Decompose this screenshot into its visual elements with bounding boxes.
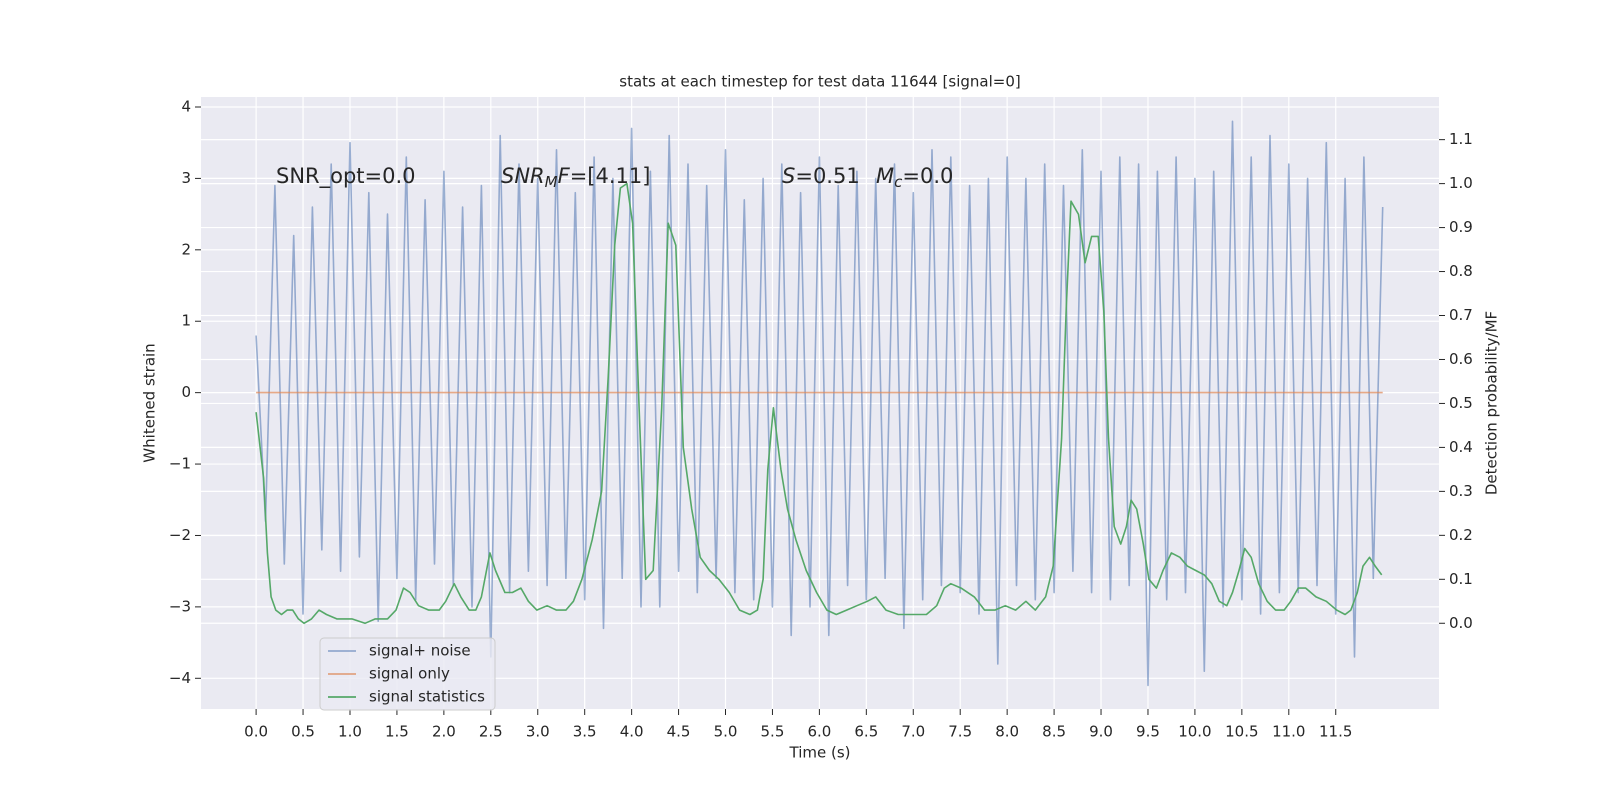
y2-tick-label: 0.3 [1449,482,1473,500]
y-tick-label: 3 [181,169,191,187]
y2-tick-label: 0.6 [1449,350,1473,368]
legend-label: signal only [369,665,450,683]
legend: signal+ noise signal only signal statistic… [319,637,496,711]
y2-tick-label: 0.0 [1449,614,1473,632]
x-tick-label: 5.0 [714,723,738,741]
x-tick-label: 3.5 [573,723,597,741]
x-tick-label: 0.0 [244,723,268,741]
x-tick-label: 4.0 [620,723,644,741]
y-axis-label: Whitened strain [141,343,159,462]
annotation-part: =0.51 [795,164,859,188]
x-tick-label: 2.0 [432,723,456,741]
x-tick-label: 7.0 [901,723,925,741]
legend-frame [319,637,496,711]
annotation-part: SNR [501,164,545,188]
y-tick-label: 1 [181,312,191,330]
x-tick-label: 9.5 [1136,723,1160,741]
x-tick-label: 10.0 [1178,723,1211,741]
y2-tick-label: 0.4 [1449,438,1473,456]
x-tick-label: 4.5 [667,723,691,741]
y2-tick-label: 0.1 [1449,570,1473,588]
y-tick-label: −3 [169,597,191,615]
x-tick-label: 8.0 [995,723,1019,741]
x-tick-label: 1.0 [338,723,362,741]
series-line [255,120,1384,687]
x-axis-label: Time (s) [789,744,851,762]
x-tick-label: 6.5 [854,723,878,741]
y2-tick-label: 0.9 [1449,218,1473,236]
y-tick-label: −1 [169,455,191,473]
legend-label: signal statistics [369,688,485,706]
annotation-part: M [876,164,894,188]
x-tick-label: 5.5 [761,723,785,741]
x-tick-label: 6.0 [807,723,831,741]
y2-tick-label: 1.1 [1449,130,1473,148]
y2-tick-label: 0.2 [1449,526,1473,544]
x-tick-label: 2.5 [479,723,503,741]
annotation-part: F [558,164,571,188]
legend-label: signal+ noise [369,642,471,660]
y2-tick-label: 0.5 [1449,394,1473,412]
annotation-part: SNR_opt=0.0 [276,164,416,189]
x-tick-label: 11.5 [1319,723,1352,741]
x-tick-label: 11.0 [1272,723,1305,741]
series-line [255,182,1383,625]
x-tick-label: 8.5 [1042,723,1066,741]
annotation-part: c [894,173,903,191]
y2-tick-label: 0.8 [1449,262,1473,280]
y2-tick-label: 0.7 [1449,306,1473,324]
y2-axis-label: Detection probability/MF [1483,311,1501,495]
x-tick-label: 7.5 [948,723,972,741]
x-tick-label: 9.0 [1089,723,1113,741]
y-tick-label: −2 [169,526,191,544]
annotation-part: =[4.11] [570,164,651,188]
annotation-part: S [782,164,795,188]
annotation: SNRMF=[4.11] [501,164,650,191]
y-tick-label: 4 [181,97,191,115]
y2-tick-label: 1.0 [1449,174,1473,192]
chart-title: stats at each timestep for test data 116… [619,73,1020,91]
annotation-part: =0.0 [902,164,953,188]
x-tick-label: 10.5 [1225,723,1258,741]
y-tick-label: 0 [181,383,191,401]
y-tick-label: −4 [169,669,191,687]
annotation-part: M [545,173,558,191]
y-tick-label: 2 [181,240,191,258]
annotation: SNR_opt=0.0 [276,164,416,189]
annotation: Mc=0.0 [876,164,953,191]
x-tick-label: 3.0 [526,723,550,741]
x-tick-label: 0.5 [291,723,315,741]
x-tick-label: 1.5 [385,723,409,741]
annotation: S=0.51 [782,164,860,188]
plot-area [201,97,1439,709]
